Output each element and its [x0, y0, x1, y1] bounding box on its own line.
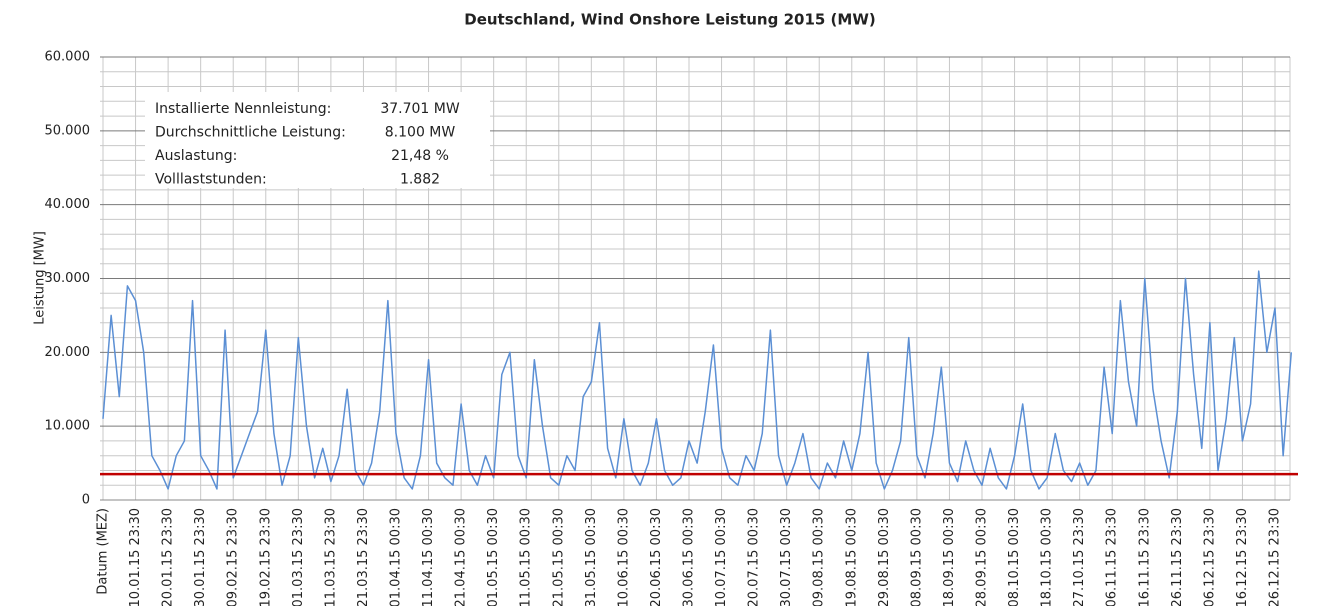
x-tick-label: 26.12.15 23:30 [1268, 508, 1283, 606]
x-tick-label: 29.08.15 00:30 [877, 508, 892, 606]
annotation-value: 8.100 MW [385, 125, 456, 141]
x-tick-label: 30.07.15 00:30 [779, 508, 794, 606]
x-tick-label: 08.10.15 00:30 [1007, 508, 1022, 606]
annotation-value: 37.701 MW [380, 101, 460, 117]
annotation-label: Auslastung: [155, 148, 237, 164]
x-tick-label: 11.03.15 23:30 [323, 508, 338, 606]
y-tick-label: 0 [82, 493, 90, 508]
annotation-background [145, 92, 490, 188]
y-axis-label: Leistung [MW] [33, 231, 48, 325]
y-tick-label: 60.000 [45, 50, 91, 65]
x-tick-label: Datum (MEZ) [96, 508, 111, 595]
x-tick-label: 10.01.15 23:30 [128, 508, 143, 606]
annotation-label: Durchschnittliche Leistung: [155, 125, 346, 141]
x-tick-label: 20.06.15 00:30 [649, 508, 664, 606]
x-tick-label: 08.09.15 00:30 [909, 508, 924, 606]
x-tick-label: 11.05.15 00:30 [519, 508, 534, 606]
y-tick-label: 30.000 [45, 271, 91, 286]
chart-title: Deutschland, Wind Onshore Leistung 2015 … [464, 11, 875, 29]
x-tick-label: 31.05.15 00:30 [584, 508, 599, 606]
x-tick-label: 27.10.15 23:30 [1072, 508, 1087, 606]
x-tick-label: 01.05.15 00:30 [486, 508, 501, 606]
x-tick-label: 19.02.15 23:30 [258, 508, 273, 606]
x-tick-label: 09.02.15 23:30 [226, 508, 241, 606]
x-tick-label: 11.04.15 00:30 [421, 508, 436, 606]
y-tick-label: 40.000 [45, 197, 91, 212]
x-tick-label: 18.09.15 00:30 [942, 508, 957, 606]
x-tick-label: 30.06.15 00:30 [682, 508, 697, 606]
x-tick-label: 06.12.15 23:30 [1202, 508, 1217, 606]
x-tick-label: 28.09.15 00:30 [975, 508, 990, 606]
x-tick-label: 16.12.15 23:30 [1235, 508, 1250, 606]
x-tick-label: 10.06.15 00:30 [616, 508, 631, 606]
x-tick-label: 01.03.15 23:30 [291, 508, 306, 606]
x-tick-label: 09.08.15 00:30 [812, 508, 827, 606]
x-tick-label: 06.11.15 23:30 [1105, 508, 1120, 606]
x-tick-label: 10.07.15 00:30 [714, 508, 729, 606]
x-tick-label: 21.03.15 23:30 [356, 508, 371, 606]
y-tick-label: 10.000 [45, 419, 91, 434]
annotation-value: 1.882 [400, 172, 440, 188]
x-tick-label: 16.11.15 23:30 [1137, 508, 1152, 606]
x-tick-label: 01.04.15 00:30 [389, 508, 404, 606]
annotation-value: 21,48 % [391, 148, 449, 164]
x-tick-label: 20.07.15 00:30 [747, 508, 762, 606]
x-tick-label: 30.01.15 23:30 [193, 508, 208, 606]
x-tick-label: 19.08.15 00:30 [844, 508, 859, 606]
x-tick-label: 21.05.15 00:30 [551, 508, 566, 606]
annotation-box: Installierte Nennleistung: 37.701 MW Durch… [145, 92, 490, 188]
x-tick-label: 20.01.15 23:30 [161, 508, 176, 606]
x-tick-label: 26.11.15 23:30 [1170, 508, 1185, 606]
x-tick-label: 18.10.15 00:30 [1040, 508, 1055, 606]
annotation-label: Installierte Nennleistung: [155, 101, 331, 117]
y-tick-label: 20.000 [45, 345, 91, 360]
annotation-label: Volllaststunden: [155, 172, 267, 188]
y-tick-label: 50.000 [45, 123, 91, 138]
x-tick-label: 21.04.15 00:30 [454, 508, 469, 606]
